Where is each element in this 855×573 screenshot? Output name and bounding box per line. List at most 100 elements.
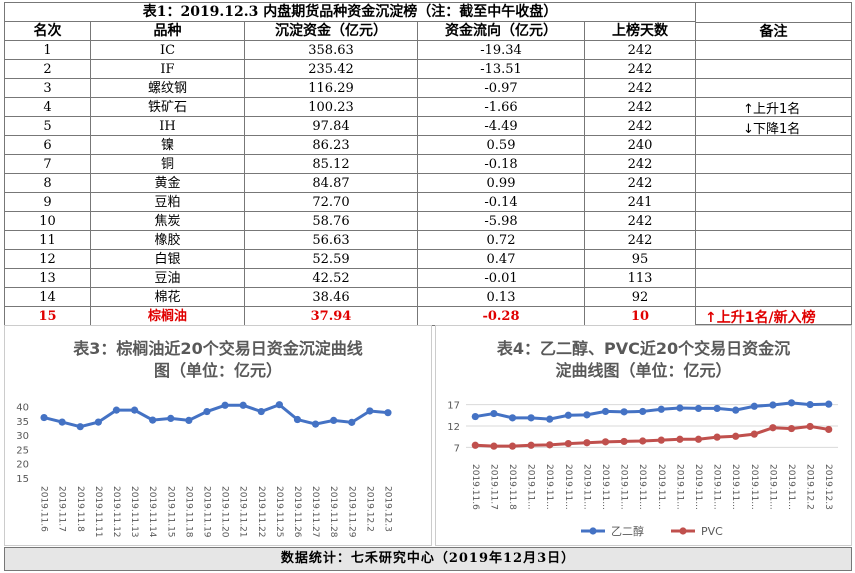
data-source-footer: 数据统计：七禾研究中心（2019年12月3日） bbox=[4, 547, 852, 571]
table-title-row: 表1：2019.12.3 内盘期货品种资金沉淀榜（注：截至中午收盘） bbox=[3, 2, 697, 22]
data-point bbox=[583, 439, 591, 447]
legend-down-label: 下降1名 bbox=[753, 122, 801, 137]
x-tick-label: 2019.11.13 bbox=[129, 486, 139, 538]
notes-column: 备注 ↑上升1名 ↓下降1名 ↑上升1名/新入榜 bbox=[695, 2, 852, 326]
table-cell: 242 bbox=[583, 211, 697, 231]
table-cell: 242 bbox=[583, 173, 697, 193]
table-row: 11 橡胶 56.63 0.72 242 bbox=[4, 230, 697, 250]
y-tick-label: 15 bbox=[16, 474, 29, 485]
x-tick-label: 2019.11.25 bbox=[274, 486, 284, 538]
data-point bbox=[676, 404, 684, 412]
table-cell: 棉花 bbox=[90, 287, 245, 307]
x-tick-label: 2019.12.3 bbox=[823, 464, 833, 510]
table-row: 10 焦炭 58.76 -5.98 242 bbox=[4, 211, 697, 231]
table-cell: -5.98 bbox=[417, 211, 585, 231]
table-cell: 56.63 bbox=[244, 230, 418, 250]
table-cell: 1 bbox=[4, 40, 91, 60]
data-point bbox=[40, 413, 48, 422]
data-point bbox=[167, 414, 175, 422]
table-cell: -0.28 bbox=[417, 306, 585, 326]
data-point bbox=[620, 408, 628, 416]
legend-label: PVC bbox=[701, 525, 723, 538]
table-title: 表1：2019.12.3 内盘期货品种资金沉淀榜（注：截至中午收盘） bbox=[3, 2, 697, 22]
data-point bbox=[490, 442, 498, 450]
table-cell: -13.51 bbox=[417, 59, 585, 79]
legend-up-label: 上升1名 bbox=[753, 102, 801, 117]
chart4-title-line-1: 表4：乙二醇、PVC近20个交易日资金沉 bbox=[496, 339, 791, 358]
notes-cell bbox=[695, 193, 852, 212]
table-header-row: 名次 品种 沉淀资金（亿元） 资金流向（亿元） 上榜天数 bbox=[4, 21, 697, 41]
x-tick-label: 2019.11... bbox=[786, 464, 796, 510]
table-cell: 焦炭 bbox=[90, 211, 245, 231]
table-cell: 镍 bbox=[90, 135, 245, 155]
data-point bbox=[275, 401, 283, 409]
data-point bbox=[471, 412, 479, 421]
table-cell: 10 bbox=[4, 211, 91, 231]
table-cell: 9 bbox=[4, 192, 91, 212]
y-tick-label: 17 bbox=[447, 401, 460, 412]
legend-label: 乙二醇 bbox=[611, 524, 644, 538]
data-point bbox=[620, 437, 628, 446]
y-tick-label: 12 bbox=[447, 422, 460, 433]
table-cell: 113 bbox=[583, 268, 697, 288]
table-cell: 37.94 bbox=[244, 306, 418, 326]
data-point bbox=[750, 430, 758, 438]
data-point bbox=[330, 416, 338, 424]
y-tick-label: 30 bbox=[16, 431, 29, 442]
meg-pvc-chart-panel: 表4：乙二醇、PVC近20个交易日资金沉 淀曲线图（单位：亿元） 7 12 17 20… bbox=[435, 325, 852, 546]
table-cell: 螺纹钢 bbox=[90, 78, 245, 98]
chart3-title-line-1: 表3：棕榈油近20个交易日资金沉淀曲线 bbox=[73, 339, 363, 358]
data-point bbox=[713, 433, 721, 441]
data-point bbox=[769, 401, 777, 409]
table-cell: -1.66 bbox=[417, 97, 585, 117]
table-row: 2 IF 235.42 -13.51 242 bbox=[4, 59, 697, 79]
table-cell: 14 bbox=[4, 287, 91, 307]
data-point bbox=[185, 416, 193, 424]
chart4-svg: 7 12 17 2019.11.6 2019.11.7 2019.11.8 2019.11.… bbox=[447, 399, 838, 538]
data-point bbox=[471, 441, 479, 449]
y-tick-label: 25 bbox=[16, 445, 29, 456]
table-cell: 242 bbox=[583, 78, 697, 98]
notes-cell bbox=[695, 117, 852, 136]
table-cell: 8 bbox=[4, 173, 91, 193]
table-cell: 242 bbox=[583, 230, 697, 250]
x-tick-label: 2019.11.19 bbox=[201, 486, 211, 538]
data-point bbox=[366, 407, 374, 415]
notes-cell bbox=[695, 288, 852, 307]
table-row: 14 棉花 38.46 0.13 92 bbox=[4, 287, 697, 307]
table-cell: -0.01 bbox=[417, 268, 585, 288]
table-cell: 86.23 bbox=[244, 135, 418, 155]
table-cell: 95 bbox=[583, 249, 697, 269]
table-cell: 358.63 bbox=[244, 40, 418, 60]
x-tick-label: 2019.11... bbox=[637, 464, 647, 510]
notes-cell bbox=[695, 98, 852, 117]
data-point bbox=[787, 424, 796, 433]
down-arrow-icon: ↓ bbox=[743, 122, 754, 137]
notes-cell bbox=[695, 136, 852, 155]
table-cell: IH bbox=[90, 116, 245, 136]
x-tick-label: 2019.11.21 bbox=[238, 486, 248, 538]
data-point bbox=[203, 407, 211, 416]
chart4-title-line-2: 淀曲线图（单位：亿元） bbox=[555, 361, 732, 380]
data-point bbox=[676, 435, 684, 443]
x-tick-label: 2019.11... bbox=[767, 464, 777, 510]
table-cell: 4 bbox=[4, 97, 91, 117]
data-point bbox=[825, 425, 833, 434]
x-tick-label: 2019.11... bbox=[581, 464, 591, 510]
notes-cell bbox=[695, 269, 852, 288]
x-tick-label: 2019.11.11 bbox=[93, 486, 103, 538]
palm-oil-chart-panel: 表3：棕榈油近20个交易日资金沉淀曲线 图（单位：亿元） 15 20 25 30 35 4… bbox=[4, 325, 432, 546]
notes-cell bbox=[695, 41, 852, 60]
table-cell: 42.52 bbox=[244, 268, 418, 288]
legend-rank-down: ↓下降1名 bbox=[743, 118, 800, 137]
data-point bbox=[657, 436, 665, 444]
table-cell: -19.34 bbox=[417, 40, 585, 60]
notes-header: 备注 bbox=[695, 22, 852, 41]
data-point bbox=[639, 437, 647, 445]
notes-cell bbox=[695, 174, 852, 193]
table-cell: 72.70 bbox=[244, 192, 418, 212]
data-point bbox=[221, 401, 229, 409]
x-tick-label: 2019.11... bbox=[749, 464, 759, 510]
y-tick-label: 40 bbox=[16, 403, 29, 414]
